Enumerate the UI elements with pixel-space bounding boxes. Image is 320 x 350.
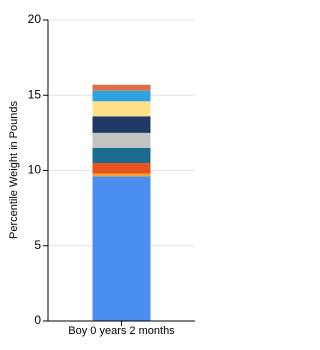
chart: Percentile Weight in Pounds 0 5 10 15 20 Boy … [8, 12, 195, 337]
y-tick-label: 20 [28, 12, 42, 26]
x-tick-label: Boy 0 years 2 months [68, 325, 175, 337]
y-tick-label: 10 [28, 163, 42, 177]
bar-segment [92, 90, 151, 102]
bar-segment [92, 173, 151, 177]
bar-segment [92, 147, 151, 163]
y-tick-label: 0 [34, 313, 41, 327]
y-tick-label: 5 [34, 238, 41, 252]
bar-segment [92, 101, 151, 117]
y-tick-label: 15 [28, 87, 42, 101]
bar-segment [92, 84, 151, 91]
bar-segment [92, 132, 151, 148]
bar-segment [92, 116, 151, 133]
bar-segment [92, 162, 151, 174]
bar-segment [92, 176, 151, 321]
y-axis-label: Percentile Weight in Pounds [8, 101, 20, 239]
